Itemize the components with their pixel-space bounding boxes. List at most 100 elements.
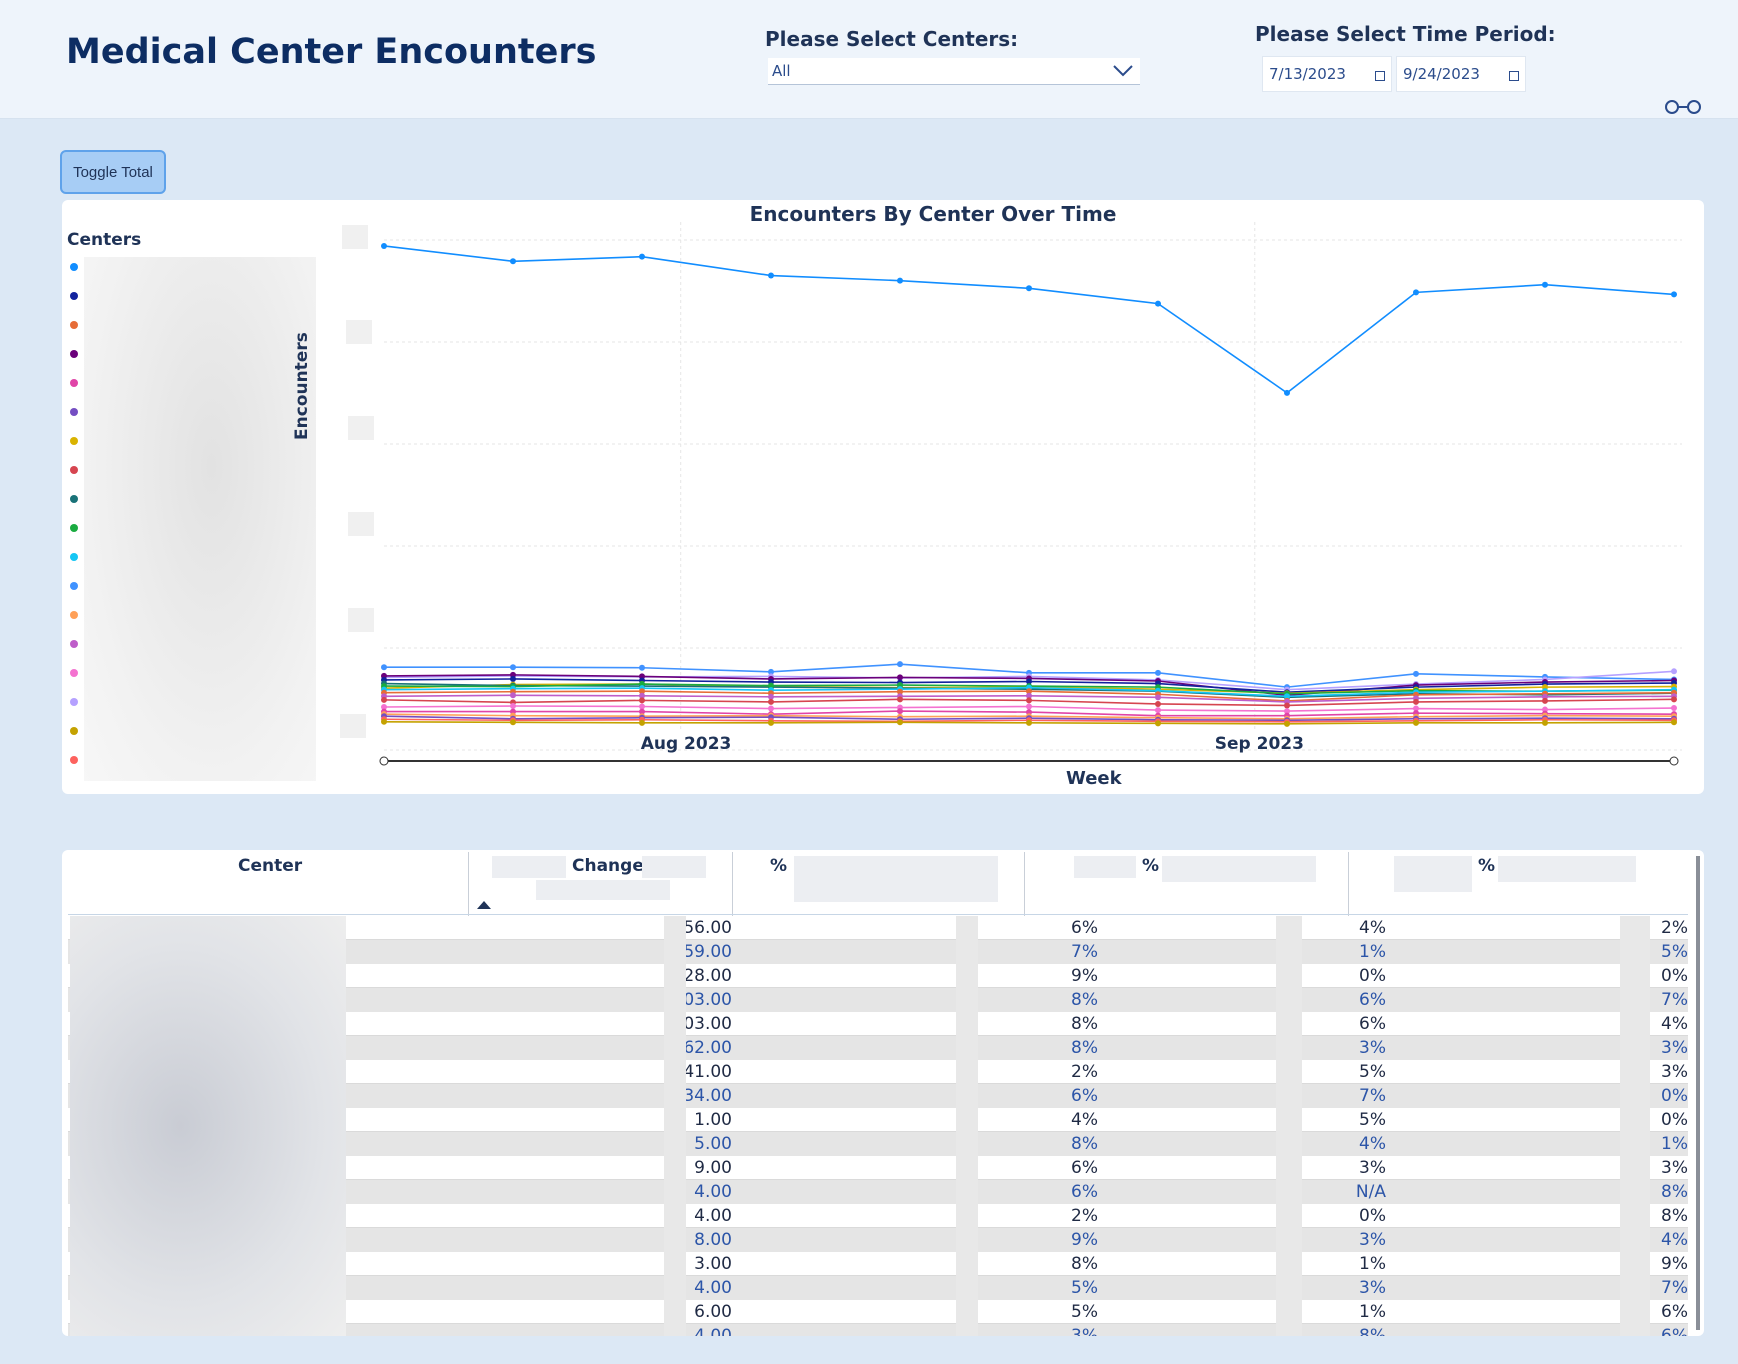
legend-marker[interactable] — [70, 379, 78, 387]
data-point[interactable] — [510, 664, 516, 671]
data-point[interactable] — [1155, 300, 1161, 307]
data-point[interactable] — [1413, 289, 1419, 296]
table-scrollbar[interactable] — [1696, 856, 1700, 1330]
data-point[interactable] — [639, 703, 645, 710]
data-point[interactable] — [510, 258, 516, 265]
data-point[interactable] — [639, 692, 645, 699]
legend-marker[interactable] — [70, 727, 78, 735]
data-point[interactable] — [1671, 291, 1677, 298]
data-point[interactable] — [897, 719, 903, 726]
data-point[interactable] — [1284, 389, 1290, 396]
data-point[interactable] — [897, 708, 903, 715]
slider-handle[interactable] — [379, 756, 389, 766]
data-point[interactable] — [897, 277, 903, 284]
legend-marker[interactable] — [70, 756, 78, 764]
data-point[interactable] — [1155, 707, 1161, 714]
data-point[interactable] — [1155, 669, 1161, 676]
series-line[interactable] — [383, 245, 1675, 394]
data-point[interactable] — [1542, 719, 1548, 726]
legend-marker[interactable] — [70, 321, 78, 329]
data-point[interactable] — [1542, 281, 1548, 288]
data-point[interactable] — [639, 688, 645, 695]
legend-marker[interactable] — [70, 524, 78, 532]
data-point[interactable] — [897, 661, 903, 668]
data-point[interactable] — [1671, 705, 1677, 712]
data-point[interactable] — [768, 705, 774, 712]
slider-handle[interactable] — [1669, 756, 1679, 766]
legend-marker[interactable] — [70, 669, 78, 677]
data-point[interactable] — [1413, 705, 1419, 712]
legend-marker[interactable] — [70, 437, 78, 445]
data-point[interactable] — [639, 253, 645, 260]
data-point[interactable] — [1026, 688, 1032, 695]
data-point[interactable] — [897, 688, 903, 695]
column-header-center[interactable]: Center — [238, 856, 303, 876]
data-point[interactable] — [381, 718, 387, 725]
centers-dropdown[interactable]: All — [768, 58, 1140, 85]
calendar-icon[interactable] — [1375, 71, 1385, 81]
legend-marker[interactable] — [70, 698, 78, 706]
data-point[interactable] — [1413, 670, 1419, 677]
legend-marker[interactable] — [70, 408, 78, 416]
data-point[interactable] — [897, 696, 903, 703]
legend-marker[interactable] — [70, 263, 78, 271]
data-point[interactable] — [639, 708, 645, 715]
data-point[interactable] — [639, 697, 645, 704]
data-point[interactable] — [1026, 285, 1032, 292]
start-date-input[interactable]: 7/13/2023 — [1262, 56, 1392, 92]
legend-marker[interactable] — [70, 611, 78, 619]
legend-marker[interactable] — [70, 350, 78, 358]
legend-marker[interactable] — [70, 292, 78, 300]
legend-marker[interactable] — [70, 466, 78, 474]
data-point[interactable] — [768, 698, 774, 705]
data-point[interactable] — [1026, 697, 1032, 704]
data-point[interactable] — [768, 693, 774, 700]
legend-marker[interactable] — [70, 553, 78, 561]
data-point[interactable] — [1026, 692, 1032, 699]
line-chart-plot[interactable] — [62, 200, 1704, 794]
column-header-pct-1[interactable]: % — [770, 856, 788, 876]
data-point[interactable] — [1413, 719, 1419, 726]
data-point[interactable] — [639, 664, 645, 671]
data-point[interactable] — [381, 704, 387, 711]
data-point[interactable] — [1026, 719, 1032, 726]
data-point[interactable] — [1671, 668, 1677, 675]
data-point[interactable] — [1026, 703, 1032, 710]
data-point[interactable] — [1284, 693, 1290, 700]
data-point[interactable] — [1026, 678, 1032, 685]
data-point[interactable] — [768, 668, 774, 675]
data-point[interactable] — [1284, 708, 1290, 715]
legend-marker[interactable] — [70, 582, 78, 590]
toggle-total-button[interactable]: Toggle Total — [60, 150, 166, 194]
reset-filters-icon[interactable] — [1662, 98, 1704, 116]
data-point[interactable] — [1671, 696, 1677, 703]
column-header-change[interactable]: Change — [572, 856, 644, 876]
data-point[interactable] — [510, 719, 516, 726]
data-point[interactable] — [1155, 694, 1161, 701]
data-point[interactable] — [1542, 697, 1548, 704]
data-point[interactable] — [1284, 720, 1290, 727]
column-header-pct-2[interactable]: % — [1142, 856, 1160, 876]
data-point[interactable] — [897, 674, 903, 681]
data-point[interactable] — [381, 696, 387, 703]
data-point[interactable] — [639, 719, 645, 726]
data-point[interactable] — [1155, 720, 1161, 727]
data-point[interactable] — [381, 242, 387, 249]
data-point[interactable] — [1413, 698, 1419, 705]
data-point[interactable] — [381, 664, 387, 671]
data-point[interactable] — [768, 719, 774, 726]
data-point[interactable] — [1155, 700, 1161, 707]
data-point[interactable] — [510, 702, 516, 709]
sort-ascending-icon[interactable] — [476, 900, 492, 910]
data-point[interactable] — [510, 692, 516, 699]
data-point[interactable] — [1284, 702, 1290, 709]
legend-marker[interactable] — [70, 640, 78, 648]
calendar-icon[interactable] — [1509, 71, 1519, 81]
data-point[interactable] — [768, 682, 774, 689]
data-point[interactable] — [510, 675, 516, 682]
end-date-input[interactable]: 9/24/2023 — [1396, 56, 1526, 92]
legend-marker[interactable] — [70, 495, 78, 503]
data-point[interactable] — [1671, 719, 1677, 726]
column-header-pct-3[interactable]: % — [1478, 856, 1496, 876]
data-point[interactable] — [768, 272, 774, 279]
